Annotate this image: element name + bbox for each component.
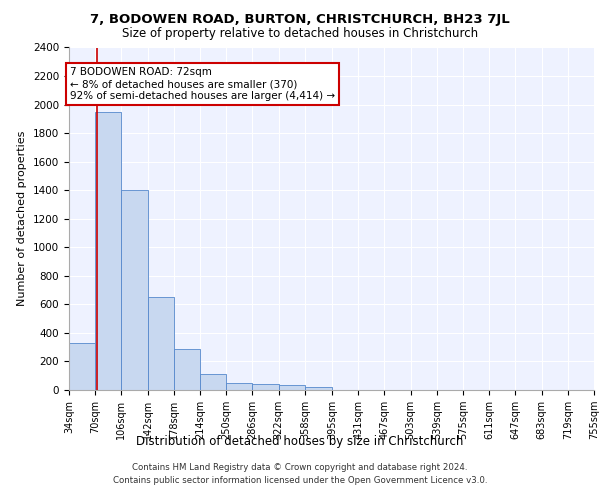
Y-axis label: Number of detached properties: Number of detached properties — [17, 131, 28, 306]
Text: Distribution of detached houses by size in Christchurch: Distribution of detached houses by size … — [136, 434, 464, 448]
Text: Contains public sector information licensed under the Open Government Licence v3: Contains public sector information licen… — [113, 476, 487, 485]
Bar — [95, 112, 121, 390]
Bar — [174, 348, 200, 390]
Bar — [305, 387, 332, 390]
Text: Contains HM Land Registry data © Crown copyright and database right 2024.: Contains HM Land Registry data © Crown c… — [132, 464, 468, 472]
Text: Size of property relative to detached houses in Christchurch: Size of property relative to detached ho… — [122, 28, 478, 40]
Bar — [279, 385, 305, 390]
Text: 7, BODOWEN ROAD, BURTON, CHRISTCHURCH, BH23 7JL: 7, BODOWEN ROAD, BURTON, CHRISTCHURCH, B… — [90, 12, 510, 26]
Text: 7 BODOWEN ROAD: 72sqm
← 8% of detached houses are smaller (370)
92% of semi-deta: 7 BODOWEN ROAD: 72sqm ← 8% of detached h… — [70, 68, 335, 100]
Bar — [121, 190, 148, 390]
Bar — [148, 297, 174, 390]
Bar — [200, 374, 226, 390]
Bar — [253, 384, 279, 390]
Bar — [69, 343, 95, 390]
Bar — [226, 383, 253, 390]
